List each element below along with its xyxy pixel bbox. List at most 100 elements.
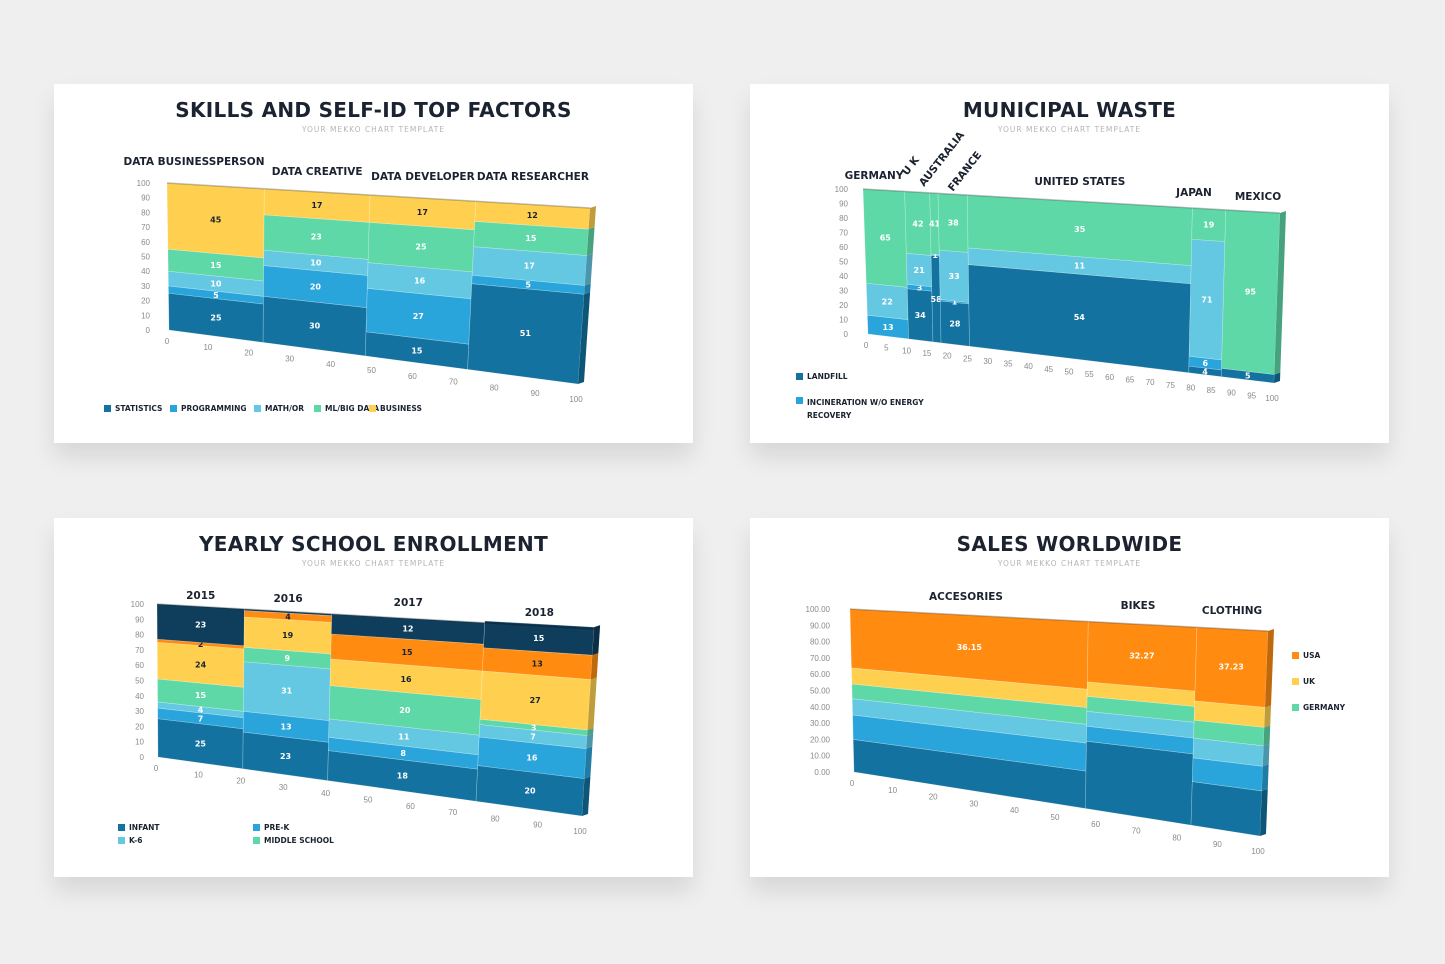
data-label: 25 [195, 739, 207, 748]
legend-swatch [796, 373, 803, 380]
mekko-chart-skills: 0 10 20 30 40 50 60 70 80 90 100 0 10 20 30 40 50 60 70 80 9… [124, 156, 596, 404]
data-label: 17 [311, 201, 322, 210]
legend-label: MATH/OR [265, 404, 304, 413]
data-label: 58 [931, 295, 943, 304]
top-edge [849, 608, 1269, 632]
x-tick-label: 90 [1227, 389, 1236, 398]
data-label: 1 [952, 298, 958, 307]
chart-subtitle: YOUR MEKKO CHART TEMPLATE [301, 559, 446, 568]
category-label: BIKES [1121, 600, 1156, 612]
x-tick-label: 60 [1105, 373, 1114, 382]
data-label: 36.15 [957, 643, 983, 652]
legend-item: STATISTICS [104, 404, 162, 413]
depth-face [587, 677, 597, 730]
y-tick-label: 70.00 [810, 654, 831, 663]
data-label: 5 [213, 291, 219, 300]
x-tick-label: 10 [902, 346, 911, 355]
legend-label: PROGRAMMING [181, 404, 247, 413]
x-tick-label: 70 [448, 808, 457, 817]
legend-item: PRE-K [253, 823, 289, 832]
category-label: DATA DEVELOPER [371, 171, 475, 183]
data-label: 33 [949, 272, 960, 281]
depth-face [587, 727, 594, 736]
mekko-chart-enrollment: 0 10 20 30 40 50 60 70 80 90 100 0 10 20 30 40 50 60 70 80 9… [131, 590, 601, 836]
legend-label: K-6 [129, 836, 143, 845]
legend-swatch [1292, 652, 1299, 659]
chart-subtitle: YOUR MEKKO CHART TEMPLATE [301, 125, 446, 134]
data-label: 23 [311, 233, 322, 242]
data-label: 13 [280, 723, 291, 732]
data-label: 12 [402, 625, 413, 634]
category-label: 2018 [525, 607, 554, 619]
x-tick-label: 40 [1010, 806, 1019, 815]
x-tick-label: 35 [1004, 360, 1013, 369]
legend-item: ML/BIG DATA [314, 404, 379, 413]
x-tick-label: 10 [194, 770, 203, 779]
data-label: 34 [915, 311, 927, 320]
x-tick-label: 20 [929, 793, 938, 802]
depth-face [584, 746, 593, 779]
depth-face [1264, 705, 1272, 728]
data-label: 65 [880, 234, 892, 243]
x-tick-label: 100 [1251, 847, 1265, 856]
category-label: CLOTHING [1202, 605, 1262, 617]
x-tick-label: 10 [888, 786, 897, 795]
data-label: 54 [1074, 313, 1086, 322]
x-tick-label: 70 [449, 378, 458, 387]
mekko-column: 25 5 10 15 45 [166, 182, 265, 343]
legend-label: BUSINESS [380, 404, 422, 413]
y-tick-label: 0 [146, 326, 151, 335]
data-label: 3 [531, 723, 537, 732]
category-label: DATA CREATIVE [272, 166, 363, 178]
x-tick-label: 0 [864, 341, 869, 350]
x-tick-label: 90 [1213, 840, 1222, 849]
legend-item: K-6 [118, 836, 143, 845]
legend-swatch [369, 405, 376, 412]
data-label: 10 [210, 280, 222, 289]
x-tick-label: 30 [983, 357, 992, 366]
y-tick-label: 100 [835, 185, 849, 194]
depth-face [592, 625, 601, 656]
y-tick-label: 30 [141, 282, 150, 291]
category-label: 2017 [394, 597, 423, 609]
data-label: 15 [525, 234, 537, 243]
data-label: 35 [1074, 225, 1086, 234]
legend-label: GERMANY [1303, 703, 1346, 712]
data-label: 10 [310, 259, 322, 268]
data-label: 19 [1203, 221, 1215, 230]
mekko-column: 58 1 41 [929, 192, 943, 344]
x-tick-label: 65 [1125, 375, 1134, 384]
x-tick-label: 70 [1146, 378, 1155, 387]
data-label: 11 [398, 733, 410, 742]
y-tick-label: 70 [839, 229, 848, 238]
y-tick-label: 60 [839, 243, 848, 252]
data-label: 13 [882, 323, 893, 332]
mekko-column: 28 1 33 38 [937, 193, 970, 347]
category-label: DATA BUSINESSPERSON [124, 156, 265, 168]
legend-item: LANDFILL [796, 372, 848, 381]
data-label: 4 [198, 706, 204, 715]
data-label: 7 [198, 714, 204, 723]
x-tick-label: 40 [1024, 362, 1033, 371]
chart-title: YEARLY SCHOOL ENROLLMENT [198, 532, 549, 556]
legend-item: MATH/OR [254, 404, 304, 413]
y-tick-label: 10.00 [810, 752, 831, 761]
y-tick-label: 20 [141, 297, 150, 306]
depth-face [1265, 629, 1274, 708]
x-tick-label: 50 [364, 796, 373, 805]
depth-face [1274, 372, 1281, 383]
y-tick-label: 60.00 [810, 670, 831, 679]
data-label: 25 [210, 313, 222, 322]
data-label: 28 [949, 319, 961, 328]
x-tick-label: 60 [1091, 820, 1100, 829]
data-label: 17 [417, 208, 428, 217]
x-tick-label: 80 [1186, 383, 1195, 392]
legend-label: MIDDLE SCHOOL [264, 836, 334, 845]
data-label: 1 [932, 251, 938, 260]
y-tick-label: 30 [135, 707, 144, 716]
data-label: 5 [525, 281, 531, 290]
legend-swatch [254, 405, 261, 412]
category-label: JAPAN [1175, 187, 1212, 199]
y-tick-label: 80.00 [810, 638, 831, 647]
y-tick-label: 50 [839, 258, 848, 267]
